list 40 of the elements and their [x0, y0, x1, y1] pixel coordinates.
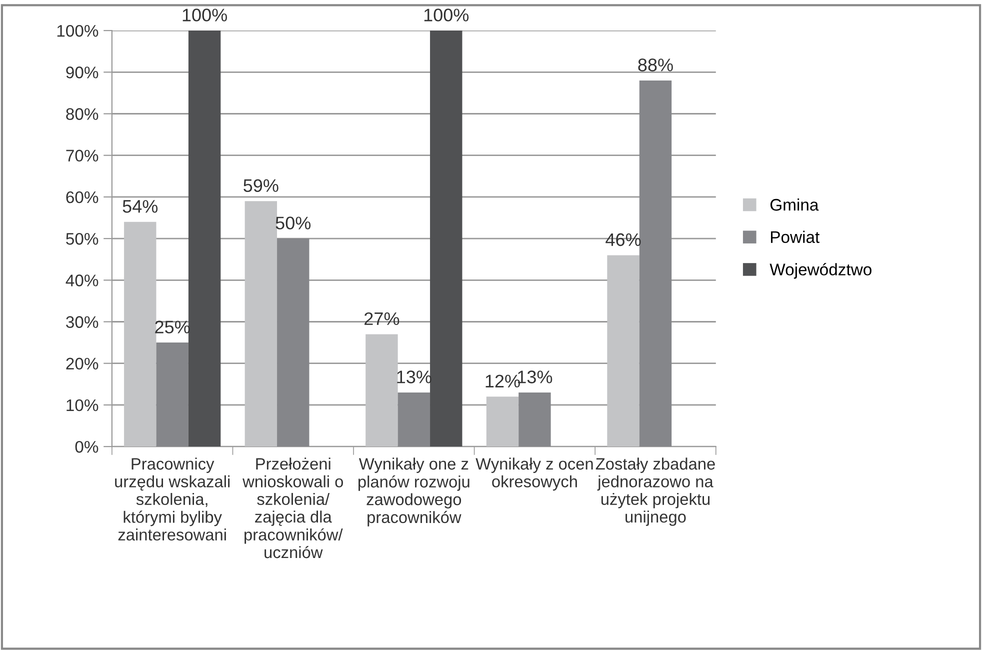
x-tick-label: Wynikały one z planów rozwoju zawodowego pracowników [358, 458, 470, 526]
data-label: 50% [276, 216, 311, 230]
y-tick-label: 70% [66, 150, 98, 162]
y-tick-label: 40% [66, 274, 98, 286]
y-tick-label: 90% [66, 66, 98, 78]
bar [607, 255, 640, 447]
y-tick-label: 30% [66, 316, 98, 328]
data-label: 27% [364, 312, 400, 326]
data-label: 88% [638, 58, 673, 72]
data-label: 100% [424, 8, 469, 22]
y-tick-label: 60% [66, 191, 98, 204]
legend-label: Gmina [770, 198, 819, 211]
bar [430, 30, 462, 447]
bar [518, 392, 551, 447]
legend-label: Województwo [770, 262, 872, 279]
y-tick-label: 80% [66, 108, 98, 120]
x-tick-label: Przełożeni wnioskowali o szkolenia/ zajęcia dla pracowników/ uczniów [242, 458, 343, 558]
bar [398, 392, 430, 447]
bar [156, 342, 188, 447]
bar [188, 30, 221, 447]
y-tick-label: 20% [66, 358, 98, 370]
y-tick-label: 100% [57, 24, 98, 37]
bar [124, 222, 156, 447]
bar [244, 201, 278, 447]
legend-label: Powiat [770, 230, 820, 244]
x-tick-label: Pracownicy urzędu wskazali szkolenia, którymi byliby zainteresowani [115, 458, 230, 541]
x-tick-label: Wynikały z ocen okresowych [476, 458, 593, 491]
bar [277, 238, 310, 447]
bar [366, 334, 398, 447]
bar [639, 80, 672, 447]
y-tick-label: 10% [66, 399, 98, 412]
y-tick-label: 0% [75, 440, 98, 453]
data-label: 13% [518, 370, 552, 384]
data-label: 54% [122, 200, 158, 213]
data-label: 59% [244, 179, 278, 192]
bar [486, 396, 519, 447]
data-label: 12% [486, 374, 520, 388]
data-label: 100% [182, 8, 227, 22]
y-tick-label: 50% [66, 232, 98, 245]
x-tick-label: Zostały zbadane jednorazowo na użytek projektu unijnego [596, 458, 715, 526]
